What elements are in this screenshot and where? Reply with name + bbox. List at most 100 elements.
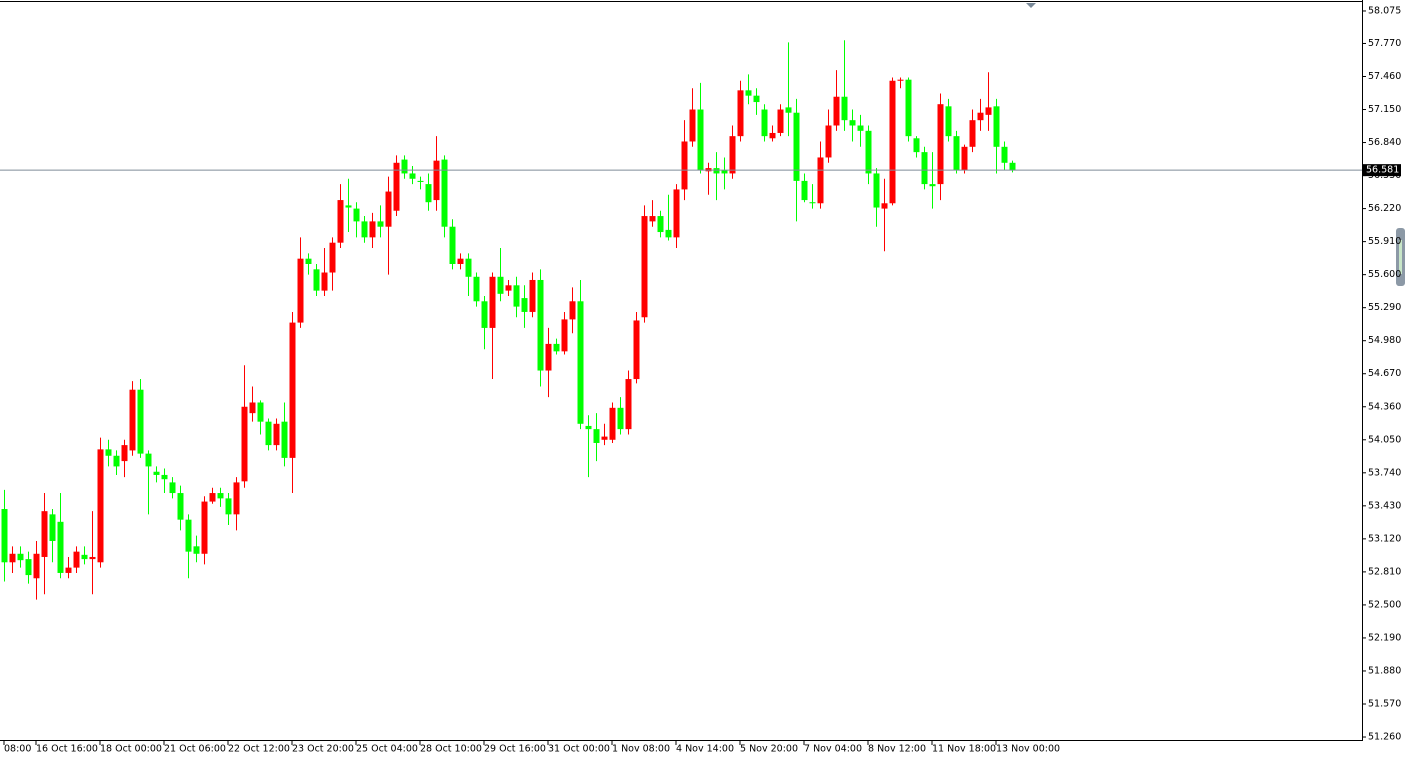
candle-body (225, 498, 232, 515)
x-tick-label: 11 Nov 18:00 (932, 744, 996, 755)
candle-body (585, 425, 592, 430)
candle-body (153, 471, 160, 475)
candle-body (793, 112, 800, 181)
candle-body (889, 80, 896, 204)
candle-body (841, 96, 848, 121)
candle-body (977, 112, 984, 121)
candle-body (569, 301, 576, 320)
candle-body (33, 553, 40, 579)
y-tick-label: 57.770 (1368, 38, 1401, 49)
candle-body (937, 104, 944, 185)
candle-body (449, 226, 456, 264)
candle-body (969, 120, 976, 147)
x-tick-label: 23 Oct 20:00 (292, 744, 354, 755)
y-tick-label: 53.120 (1368, 533, 1401, 544)
candle-body (65, 567, 72, 573)
candle-body (121, 445, 128, 462)
candle-body (657, 216, 664, 233)
candle-body (273, 423, 280, 446)
candle-body (561, 319, 568, 352)
candle-body (849, 120, 856, 126)
y-tick-label: 54.360 (1368, 401, 1401, 412)
candle-body (281, 421, 288, 458)
candle-body (145, 453, 152, 467)
candle-body (609, 407, 616, 440)
candle-body (137, 389, 144, 454)
candle-body (593, 429, 600, 443)
candle-body (785, 107, 792, 113)
candle-body (993, 106, 1000, 147)
candle-body (905, 79, 912, 137)
candle-body (489, 276, 496, 328)
candle-body (249, 402, 256, 414)
y-tick-label: 57.150 (1368, 104, 1401, 115)
candle-body (89, 556, 96, 560)
candle-body (601, 436, 608, 440)
candle-body (393, 162, 400, 211)
candle-body (721, 170, 728, 174)
candle-body (825, 125, 832, 158)
candle-body (873, 173, 880, 208)
y-tick-label: 52.810 (1368, 566, 1401, 577)
y-tick-label: 58.075 (1368, 5, 1401, 16)
y-tick-label: 51.880 (1368, 665, 1401, 676)
candle-body (337, 200, 344, 243)
candle-body (105, 449, 112, 456)
y-tick-label: 52.190 (1368, 632, 1401, 643)
candle-body (465, 258, 472, 277)
candle-body (401, 159, 408, 174)
y-tick-label: 55.910 (1368, 236, 1401, 247)
candle-body (265, 421, 272, 446)
candle-body (961, 146, 968, 171)
candle-body (217, 493, 224, 499)
candle-body (497, 276, 504, 294)
candle-body (241, 406, 248, 482)
candle-body (713, 168, 720, 174)
candle-body (649, 216, 656, 222)
candle-body (577, 301, 584, 424)
y-tick-label: 52.500 (1368, 599, 1401, 610)
candle-body (745, 90, 752, 96)
candle-body (481, 301, 488, 328)
x-tick-label: 8 Nov 12:00 (868, 744, 926, 755)
candle-body (41, 511, 48, 557)
candle-body (945, 106, 952, 137)
candle-body (689, 109, 696, 142)
candle-body (1, 509, 8, 563)
candle-body (953, 136, 960, 171)
candle-body (361, 221, 368, 238)
y-tick-label: 51.260 (1368, 732, 1401, 743)
shift-marker[interactable] (1026, 3, 1036, 8)
candle-body (769, 132, 776, 139)
candle-body (257, 402, 264, 422)
x-tick-label: 21 Oct 06:00 (164, 744, 226, 755)
candle-body (9, 553, 16, 563)
candle-body (169, 482, 176, 494)
x-tick-label: 13 Nov 00:00 (996, 744, 1060, 755)
candle-body (305, 258, 312, 264)
candle-body (545, 343, 552, 371)
candle-body (209, 493, 216, 502)
candle-body (1009, 162, 1016, 171)
candle-body (433, 160, 440, 201)
candle-body (49, 514, 56, 541)
candle-body (681, 141, 688, 190)
candle-body (505, 285, 512, 291)
candle-body (193, 546, 200, 554)
y-tick-label: 54.050 (1368, 434, 1401, 445)
candle-body (417, 180, 424, 182)
candle-body (801, 180, 808, 201)
candle-body (321, 272, 328, 291)
candle-body (345, 205, 352, 208)
candle-body (441, 159, 448, 227)
candle-body (201, 501, 208, 554)
candle-body (817, 157, 824, 204)
candle-body (985, 107, 992, 115)
candle-body (57, 521, 64, 573)
candle-body (833, 96, 840, 126)
candle-body (929, 184, 936, 187)
candle-body (73, 551, 80, 568)
candle-body (457, 258, 464, 264)
candle-body (617, 407, 624, 430)
